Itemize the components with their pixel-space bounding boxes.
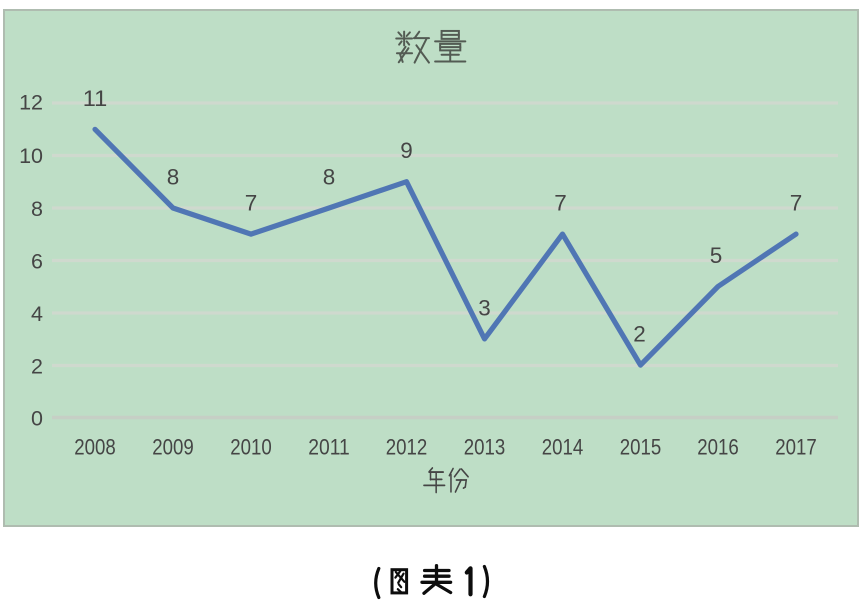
svg-text:5: 5 <box>710 243 723 268</box>
svg-text:12: 12 <box>19 90 43 114</box>
svg-text:3: 3 <box>478 295 491 320</box>
svg-text:7: 7 <box>245 191 258 216</box>
svg-text:7: 7 <box>790 191 803 216</box>
svg-text:2: 2 <box>31 354 43 378</box>
svg-text:2: 2 <box>633 322 646 347</box>
svg-text:2009: 2009 <box>152 435 194 460</box>
svg-text:2013: 2013 <box>464 435 506 460</box>
svg-text:2016: 2016 <box>697 435 739 460</box>
svg-text:6: 6 <box>31 249 43 273</box>
svg-text:9: 9 <box>400 138 413 163</box>
svg-text:8: 8 <box>31 197 43 221</box>
svg-text:2011: 2011 <box>308 435 350 460</box>
svg-text:11: 11 <box>83 86 108 111</box>
svg-text:7: 7 <box>554 191 567 216</box>
svg-text:4: 4 <box>31 302 43 326</box>
svg-text:2012: 2012 <box>386 435 428 460</box>
svg-text:2017: 2017 <box>775 435 817 460</box>
svg-text:2014: 2014 <box>542 435 584 460</box>
svg-text:2010: 2010 <box>230 435 272 460</box>
svg-text:8: 8 <box>167 164 180 189</box>
svg-text:2008: 2008 <box>74 435 116 460</box>
svg-text:0: 0 <box>31 406 43 430</box>
svg-text:10: 10 <box>19 144 43 168</box>
svg-text:8: 8 <box>323 164 336 189</box>
svg-text:2015: 2015 <box>620 435 662 460</box>
